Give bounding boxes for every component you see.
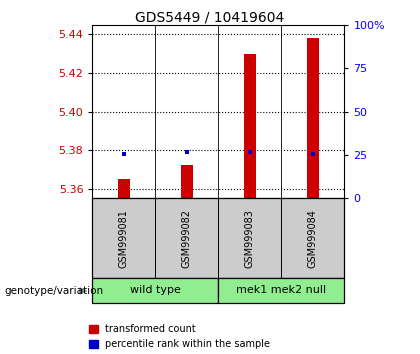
Bar: [281, 198, 344, 278]
Bar: [244, 54, 256, 198]
Bar: [218, 198, 281, 278]
Bar: [307, 38, 319, 198]
Bar: [248, 150, 252, 154]
Bar: [118, 179, 129, 198]
Bar: [181, 165, 193, 198]
Text: GSM999082: GSM999082: [182, 209, 192, 268]
Bar: [185, 150, 189, 154]
Text: mek1 mek2 null: mek1 mek2 null: [236, 285, 326, 295]
Bar: [155, 198, 218, 278]
Text: wild type: wild type: [130, 285, 181, 295]
Text: GSM999084: GSM999084: [308, 209, 318, 268]
Text: genotype/variation: genotype/variation: [4, 286, 103, 296]
Bar: [218, 278, 344, 303]
Bar: [92, 198, 155, 278]
Legend: transformed count, percentile rank within the sample: transformed count, percentile rank withi…: [89, 324, 270, 349]
Bar: [311, 152, 315, 156]
Text: GSM999081: GSM999081: [119, 209, 129, 268]
Text: GSM999083: GSM999083: [245, 209, 255, 268]
Bar: [92, 278, 218, 303]
Text: GDS5449 / 10419604: GDS5449 / 10419604: [135, 11, 285, 25]
Bar: [122, 152, 126, 156]
